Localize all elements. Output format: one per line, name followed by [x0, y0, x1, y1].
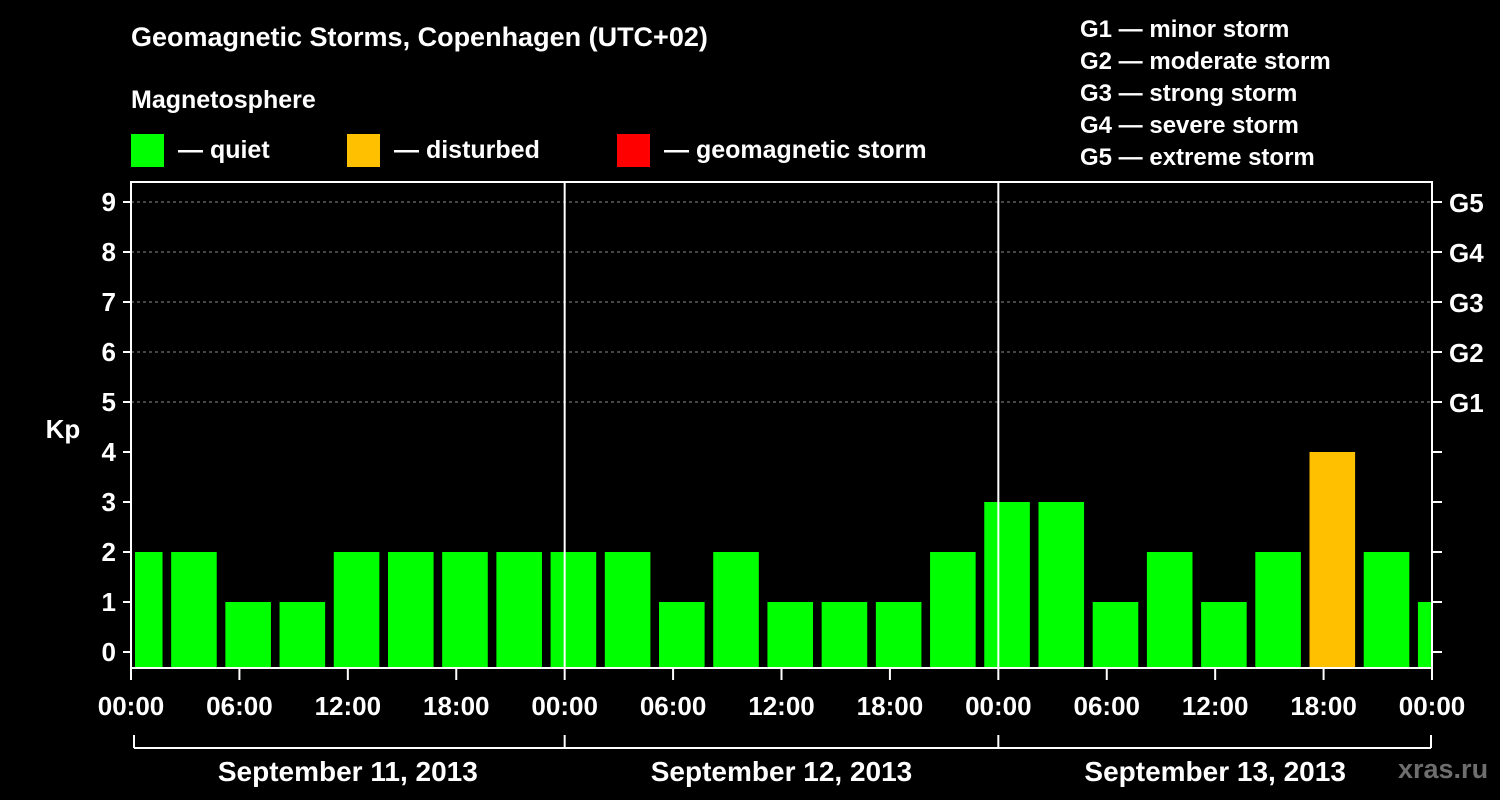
x-tick-label-5: 06:00 — [640, 691, 707, 721]
x-tick-label-1: 06:00 — [206, 691, 273, 721]
g-scale-item-g1: G1 — minor storm — [1080, 16, 1290, 43]
date-label-1: September 12, 2013 — [651, 756, 913, 787]
g-level-label-g5: G5 — [1449, 188, 1484, 218]
g-level-label-g3: G3 — [1449, 288, 1484, 318]
x-tick-label-4: 00:00 — [531, 691, 598, 721]
kp-bar-0 — [135, 552, 163, 668]
y-tick-label-1: 1 — [102, 587, 116, 617]
legend-label-disturbed: — disturbed — [394, 135, 540, 164]
g-level-label-g2: G2 — [1449, 338, 1484, 368]
y-tick-label-5: 5 — [102, 387, 116, 417]
g-scale-item-g3: G3 — strong storm — [1080, 80, 1298, 107]
kp-bar-12 — [767, 602, 814, 668]
chart-title: Geomagnetic Storms, Copenhagen (UTC+02) — [131, 22, 708, 52]
kp-bar-8 — [550, 552, 597, 668]
kp-bar-11 — [713, 552, 759, 668]
y-tick-label-2: 2 — [102, 537, 116, 567]
watermark: xras.ru — [1398, 754, 1489, 784]
kp-bar-5 — [387, 552, 434, 668]
x-tick-label-6: 12:00 — [748, 691, 815, 721]
plot-frame — [130, 181, 1433, 669]
kp-bar-6 — [442, 552, 488, 668]
kp-bar-15 — [930, 552, 976, 668]
g-level-label-g4: G4 — [1449, 238, 1484, 268]
date-label-0: September 11, 2013 — [218, 756, 478, 787]
kp-bar-9 — [604, 552, 651, 668]
kp-bar-16 — [984, 502, 1030, 668]
kp-bar-20 — [1201, 602, 1247, 668]
legend-label-quiet: — quiet — [178, 135, 270, 164]
y-tick-label-0: 0 — [102, 637, 116, 667]
legend-item-storm: — geomagnetic storm — [617, 133, 927, 167]
y-axis-label: Kp — [46, 414, 81, 444]
kp-bar-2 — [225, 602, 271, 668]
g-level-label-g1: G1 — [1449, 388, 1484, 418]
kp-bar-17 — [1038, 502, 1085, 668]
x-tick-label-7: 18:00 — [857, 691, 924, 721]
x-tick-label-12: 00:00 — [1399, 691, 1466, 721]
legend-label-storm: — geomagnetic storm — [664, 135, 927, 164]
kp-bar-7 — [496, 552, 542, 668]
legend-swatch-storm — [617, 133, 650, 167]
y-tick-label-8: 8 — [102, 237, 116, 267]
x-tick-label-11: 18:00 — [1290, 691, 1357, 721]
legend-item-disturbed: — disturbed — [347, 133, 540, 167]
kp-bar-22 — [1309, 452, 1356, 668]
y-tick-label-6: 6 — [102, 337, 116, 367]
g-scale-legend: G1 — minor storm G2 — moderate storm G3 … — [1080, 14, 1331, 174]
legend-swatch-quiet — [131, 133, 164, 167]
g-scale-item-g5: G5 — extreme storm — [1080, 144, 1315, 171]
y-tick-label-3: 3 — [102, 487, 116, 517]
kp-bar-3 — [279, 602, 326, 668]
g-scale-item-g4: G4 — severe storm — [1080, 112, 1299, 139]
x-tick-label-8: 00:00 — [965, 691, 1032, 721]
x-tick-label-3: 18:00 — [423, 691, 490, 721]
kp-bar-14 — [875, 602, 922, 668]
kp-bar-1 — [171, 552, 217, 668]
legend-subtitle: Magnetosphere — [131, 86, 316, 114]
date-label-2: September 13, 2013 — [1084, 756, 1346, 787]
kp-bar-19 — [1146, 552, 1193, 668]
kp-bar-18 — [1092, 602, 1139, 668]
y-tick-label-7: 7 — [102, 287, 116, 317]
y-tick-label-9: 9 — [102, 187, 116, 217]
legend-swatch-disturbed — [347, 133, 380, 167]
kp-bar-23 — [1363, 552, 1410, 668]
g-scale-item-g2: G2 — moderate storm — [1080, 48, 1331, 75]
x-tick-label-10: 12:00 — [1182, 691, 1249, 721]
kp-bar-10 — [659, 602, 705, 668]
legend-item-quiet: — quiet — [131, 133, 270, 167]
kp-bar-24 — [1417, 602, 1431, 668]
kp-bar-4 — [333, 552, 380, 668]
kp-bar-21 — [1255, 552, 1301, 668]
kp-bar-13 — [821, 602, 868, 668]
x-tick-label-9: 06:00 — [1074, 691, 1141, 721]
x-tick-label-2: 12:00 — [315, 691, 382, 721]
x-tick-label-0: 00:00 — [98, 691, 165, 721]
y-tick-label-4: 4 — [102, 437, 117, 467]
